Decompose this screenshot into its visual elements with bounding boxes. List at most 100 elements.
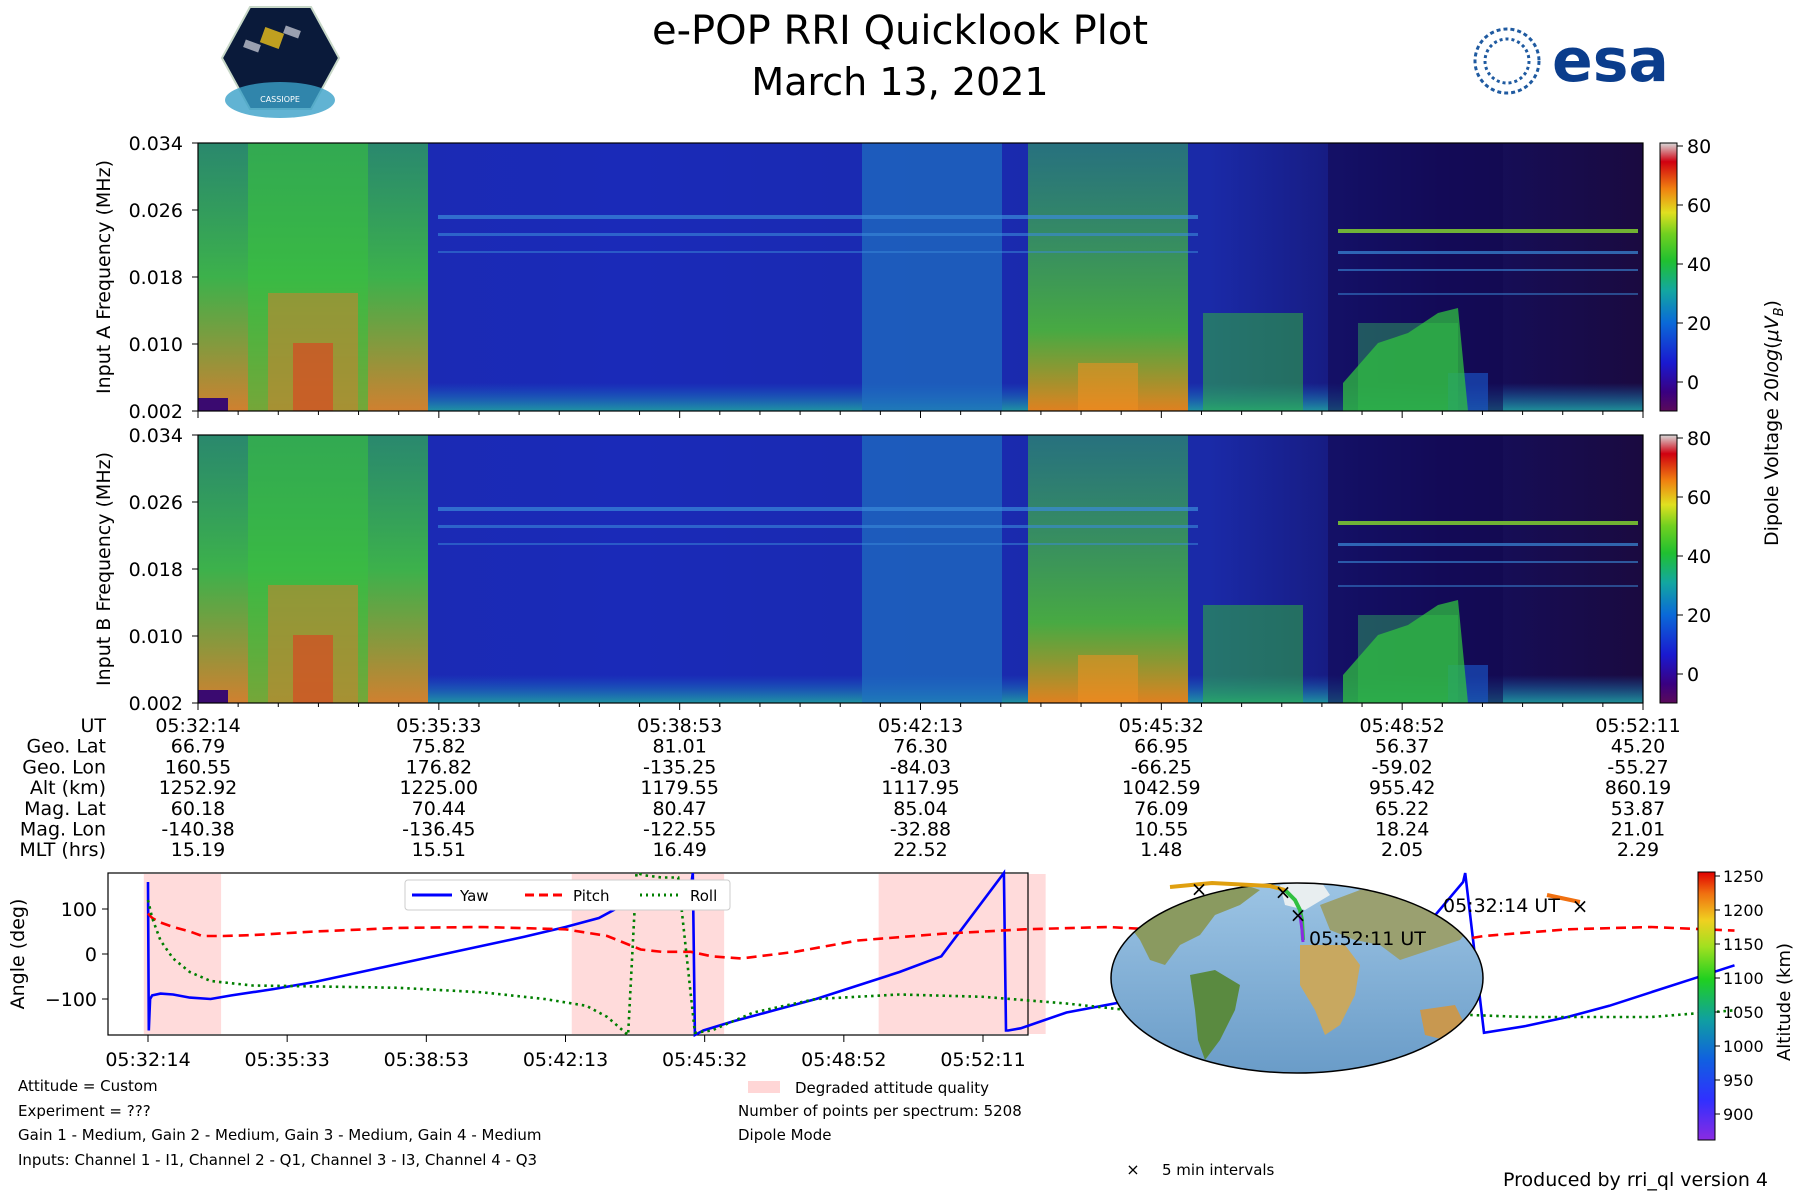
degraded-band bbox=[878, 874, 1046, 1034]
legend-yaw-label: Yaw bbox=[459, 887, 489, 905]
spectrogram-a bbox=[197, 142, 1644, 412]
esa-logo-text: esa bbox=[1552, 26, 1669, 96]
world-map: × × × × 05:32:14 UT 05:52:11 UT bbox=[1110, 877, 1589, 1074]
map-end-label: 05:52:11 UT bbox=[1309, 928, 1426, 950]
ephemeris-cell: 85.04 bbox=[893, 798, 947, 820]
south-america bbox=[1190, 970, 1240, 1060]
cassiope-logo: CASSIOPE bbox=[220, 6, 341, 118]
info-gains: Gain 1 - Medium, Gain 2 - Medium, Gain 3… bbox=[18, 1126, 542, 1144]
ephemeris-cell: 05:42:13 bbox=[878, 715, 963, 737]
ephemeris-cell: -136.45 bbox=[402, 819, 475, 841]
esa-logo: esa bbox=[1473, 26, 1669, 96]
spec-ytick-label: 0.026 bbox=[129, 200, 183, 222]
degraded-legend-label: Degraded attitude quality bbox=[795, 1079, 989, 1097]
series-yaw-line bbox=[146, 869, 1735, 1038]
ephemeris-cell: 66.95 bbox=[1134, 736, 1188, 758]
ephemeris-cell: 53.87 bbox=[1611, 798, 1665, 820]
info-attitude: Attitude = Custom bbox=[18, 1077, 158, 1095]
colorbar-tick-label: 60 bbox=[1687, 195, 1711, 217]
degraded-legend-swatch bbox=[748, 1081, 780, 1093]
colorbar-tick-label: 40 bbox=[1687, 546, 1711, 568]
ephemeris-cell: 1042.59 bbox=[1122, 777, 1201, 799]
panel-a-ylabel: Input A Frequency (MHz) bbox=[93, 160, 115, 394]
ephemeris-cell: 22.52 bbox=[893, 839, 947, 861]
map-start-label: 05:32:14 UT bbox=[1443, 895, 1560, 917]
ephemeris-cell: 1252.92 bbox=[159, 777, 238, 799]
ephemeris-cell: 81.01 bbox=[652, 736, 706, 758]
interval-legend: 5 min intervals bbox=[1162, 1161, 1275, 1179]
info-points: Number of points per spectrum: 5208 bbox=[738, 1102, 1022, 1120]
ephemeris-cell: 60.18 bbox=[171, 798, 225, 820]
interval-marker: × bbox=[1126, 1160, 1139, 1179]
marker-3: × bbox=[1290, 903, 1307, 927]
spec-ytick-label: 0.010 bbox=[129, 626, 183, 648]
greenland bbox=[1280, 883, 1330, 910]
attitude-xtick-label: 05:42:13 bbox=[523, 1049, 608, 1071]
ephemeris-cell: -55.27 bbox=[1607, 756, 1668, 778]
colorbar-a bbox=[1659, 142, 1678, 412]
ephemeris-cell: -140.38 bbox=[161, 819, 234, 841]
spec-ytick-label: 0.018 bbox=[129, 559, 183, 581]
ephemeris-cell: 66.79 bbox=[171, 736, 225, 758]
ephemeris-cell: 21.01 bbox=[1611, 819, 1665, 841]
track-main bbox=[1169, 880, 1286, 892]
ephemeris-cell: 176.82 bbox=[406, 756, 472, 778]
spec-ytick-label: 0.018 bbox=[129, 267, 183, 289]
colorbar-tick-label: 20 bbox=[1687, 313, 1711, 335]
ephemeris-cell: 80.47 bbox=[652, 798, 706, 820]
ephemeris-cell: 75.82 bbox=[412, 736, 466, 758]
altitude-tick-label: 1250 bbox=[1723, 867, 1764, 886]
ephemeris-cell: 65.22 bbox=[1375, 798, 1429, 820]
legend-roll-label: Roll bbox=[690, 887, 717, 905]
colorbar-tick-label: 20 bbox=[1687, 605, 1711, 627]
ephemeris-row-label: Mag. Lat bbox=[24, 798, 106, 820]
ephemeris-row-label: Mag. Lon bbox=[20, 819, 106, 841]
ephemeris-cell: 16.49 bbox=[652, 839, 706, 861]
altitude-tick-label: 1100 bbox=[1723, 969, 1764, 988]
spec-ytick-label: 0.010 bbox=[129, 334, 183, 356]
track-tail bbox=[1298, 914, 1305, 943]
colorbar-tick-label: 0 bbox=[1687, 372, 1699, 394]
altitude-tick-label: 1000 bbox=[1723, 1037, 1764, 1056]
colorbar-tick-label: 40 bbox=[1687, 254, 1711, 276]
africa bbox=[1300, 945, 1360, 1035]
ephemeris-cell: 05:48:52 bbox=[1359, 715, 1444, 737]
figure-subtitle: March 13, 2021 bbox=[751, 60, 1048, 104]
ephemeris-cell: 18.24 bbox=[1375, 819, 1429, 841]
attitude-xtick-label: 05:48:52 bbox=[801, 1049, 886, 1071]
ephemeris-row-label: UT bbox=[80, 715, 106, 737]
ephemeris-cell: 70.44 bbox=[412, 798, 466, 820]
spec-ytick-label: 0.002 bbox=[129, 693, 183, 715]
ephemeris-cell: -59.02 bbox=[1372, 756, 1433, 778]
ephemeris-cell: 15.51 bbox=[412, 839, 466, 861]
ephemeris-row-label: Alt (km) bbox=[30, 777, 106, 799]
ephemeris-cell: -32.88 bbox=[890, 819, 951, 841]
ephemeris-row-label: MLT (hrs) bbox=[19, 839, 106, 861]
ephemeris-row-label: Geo. Lon bbox=[22, 756, 106, 778]
ephemeris-cell: 2.05 bbox=[1381, 839, 1423, 861]
series-pitch-line bbox=[147, 912, 1735, 965]
ephemeris-cell: 1.48 bbox=[1140, 839, 1182, 861]
ephemeris-cell: 10.55 bbox=[1134, 819, 1188, 841]
marker-4: × bbox=[1572, 894, 1589, 918]
ephemeris-cell: 15.19 bbox=[171, 839, 225, 861]
info-experiment: Experiment = ??? bbox=[18, 1102, 151, 1120]
spec-ytick-label: 0.026 bbox=[129, 492, 183, 514]
cassiope-logo-text: CASSIOPE bbox=[260, 95, 300, 104]
legend-pitch-label: Pitch bbox=[573, 887, 610, 905]
ephemeris-row-label: Geo. Lat bbox=[27, 736, 106, 758]
ephemeris-cell: 2.29 bbox=[1617, 839, 1659, 861]
altitude-tick-label: 1050 bbox=[1723, 1003, 1764, 1022]
colorbar-tick-label: 80 bbox=[1687, 428, 1711, 450]
colorbar-b bbox=[1659, 434, 1678, 704]
ephemeris-cell: 05:32:14 bbox=[155, 715, 240, 737]
altitude-tick-label: 1200 bbox=[1723, 901, 1764, 920]
ephemeris-cell: 05:52:11 bbox=[1595, 715, 1680, 737]
attitude-xtick-label: 05:52:11 bbox=[940, 1049, 1025, 1071]
ephemeris-cell: 1225.00 bbox=[400, 777, 479, 799]
ephemeris-cell: 56.37 bbox=[1375, 736, 1429, 758]
marker-2: × bbox=[1275, 880, 1292, 904]
attitude-xtick-label: 05:45:32 bbox=[662, 1049, 747, 1071]
attitude-ylabel: Angle (deg) bbox=[7, 899, 29, 1010]
